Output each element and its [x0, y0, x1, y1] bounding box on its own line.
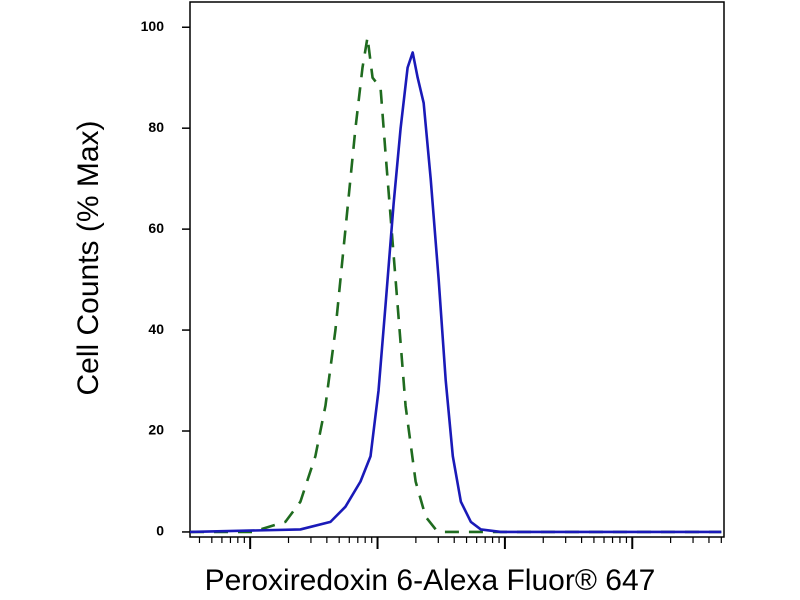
x-axis-label: Peroxiredoxin 6-Alexa Fluor® 647 — [205, 564, 656, 597]
y-tick-label: 100 — [141, 18, 165, 34]
histogram-line — [190, 36, 722, 534]
y-tick-label: 60 — [148, 220, 164, 236]
y-tick-label: 80 — [148, 119, 164, 135]
plot-frame — [189, 1, 725, 538]
y-tick-label: 40 — [148, 321, 164, 337]
y-tick-label: 0 — [156, 523, 164, 539]
y-tick-label: 20 — [148, 422, 164, 438]
y-axis-label: Cell Counts (% Max) — [72, 120, 105, 395]
histogram-line — [189, 51, 722, 534]
